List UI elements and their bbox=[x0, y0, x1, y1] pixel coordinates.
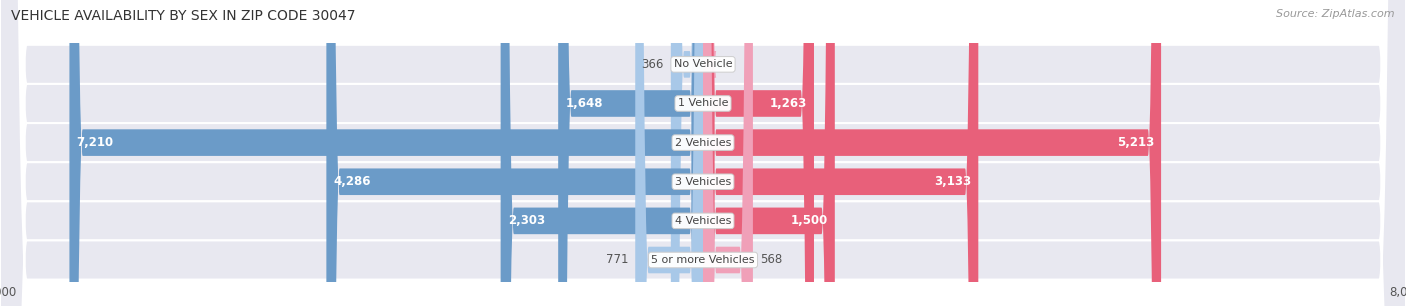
FancyBboxPatch shape bbox=[636, 0, 703, 306]
Text: No Vehicle: No Vehicle bbox=[673, 59, 733, 69]
Text: 1,648: 1,648 bbox=[565, 97, 603, 110]
FancyBboxPatch shape bbox=[69, 0, 703, 306]
Text: 2,303: 2,303 bbox=[508, 215, 544, 227]
Text: 568: 568 bbox=[759, 253, 782, 267]
FancyBboxPatch shape bbox=[703, 0, 835, 306]
FancyBboxPatch shape bbox=[703, 0, 754, 306]
Text: 1 Vehicle: 1 Vehicle bbox=[678, 99, 728, 109]
FancyBboxPatch shape bbox=[326, 0, 703, 306]
Text: 5 or more Vehicles: 5 or more Vehicles bbox=[651, 255, 755, 265]
FancyBboxPatch shape bbox=[703, 0, 1161, 306]
FancyBboxPatch shape bbox=[695, 0, 716, 306]
Text: 4 Vehicles: 4 Vehicles bbox=[675, 216, 731, 226]
Text: Source: ZipAtlas.com: Source: ZipAtlas.com bbox=[1277, 9, 1395, 19]
FancyBboxPatch shape bbox=[501, 0, 703, 306]
Text: 3,133: 3,133 bbox=[934, 175, 972, 188]
Text: 7,210: 7,210 bbox=[76, 136, 114, 149]
Text: 4,286: 4,286 bbox=[333, 175, 371, 188]
Text: VEHICLE AVAILABILITY BY SEX IN ZIP CODE 30047: VEHICLE AVAILABILITY BY SEX IN ZIP CODE … bbox=[11, 9, 356, 23]
FancyBboxPatch shape bbox=[703, 0, 979, 306]
Text: 1,500: 1,500 bbox=[790, 215, 828, 227]
Text: 5,213: 5,213 bbox=[1116, 136, 1154, 149]
Text: 366: 366 bbox=[641, 58, 664, 71]
FancyBboxPatch shape bbox=[671, 0, 703, 306]
Text: 771: 771 bbox=[606, 253, 628, 267]
Text: 2 Vehicles: 2 Vehicles bbox=[675, 138, 731, 147]
Text: 3 Vehicles: 3 Vehicles bbox=[675, 177, 731, 187]
FancyBboxPatch shape bbox=[703, 0, 814, 306]
Text: 1,263: 1,263 bbox=[769, 97, 807, 110]
FancyBboxPatch shape bbox=[558, 0, 703, 306]
Text: 49: 49 bbox=[714, 58, 730, 71]
